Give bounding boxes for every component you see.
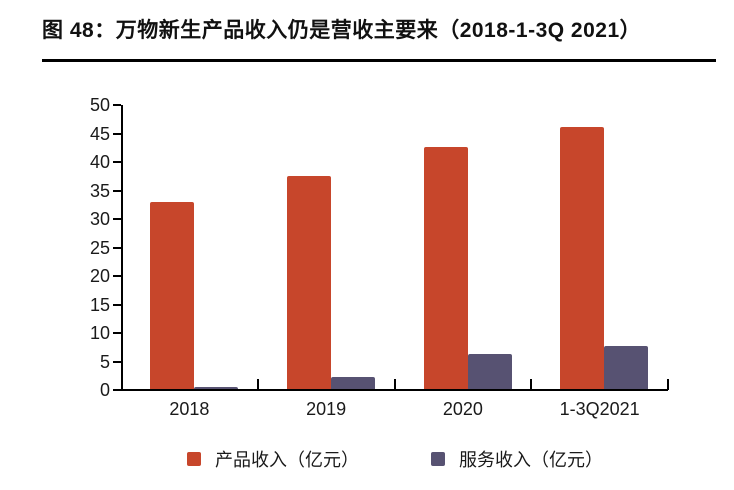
y-axis-tick-label: 25 [89, 237, 110, 258]
legend-swatch-product-revenue [187, 452, 201, 466]
service-revenue-bar-2019 [330, 377, 375, 390]
legend-label-service-revenue: 服务收入（亿元） [459, 450, 603, 470]
y-axis-tick [113, 218, 121, 220]
y-axis-tick [113, 332, 121, 334]
y-axis-tick [113, 275, 121, 277]
service-revenue-bar-1-3Q2021 [604, 345, 649, 390]
x-axis-label: 2019 [306, 399, 347, 419]
title-divider [42, 59, 716, 62]
figure-title: 图 48：万物新生产品收入仍是营收主要来（2018-1-3Q 2021） [42, 19, 642, 42]
x-axis-label: 2020 [442, 399, 483, 419]
service-revenue-bar-2018 [194, 387, 238, 390]
y-axis-tick-label: 10 [89, 323, 110, 343]
x-axis-tick [530, 379, 533, 390]
y-axis-tick-label: 0 [99, 380, 110, 400]
x-axis-tick [256, 379, 259, 390]
x-axis-tick [393, 379, 396, 390]
y-axis-tick-label: 50 [89, 95, 110, 115]
legend-entry-product-revenue: 产品收入（亿元） [187, 446, 359, 472]
y-axis-tick [113, 360, 121, 363]
y-axis-tick [113, 132, 121, 135]
y-axis-tick-label: 15 [89, 294, 110, 315]
y-axis-tick [113, 189, 121, 192]
x-axis-line [121, 389, 668, 391]
legend-swatch-service-revenue [431, 452, 445, 466]
chart-legend: 产品收入（亿元） 服务收入（亿元） [121, 446, 669, 472]
y-axis-tick [113, 246, 121, 249]
y-axis-tick-label: 40 [89, 152, 110, 172]
product-revenue-bar-2020 [423, 147, 468, 390]
y-axis-tick [113, 104, 121, 106]
y-axis-tick-label: 30 [89, 209, 110, 229]
y-axis-tick [113, 389, 121, 391]
x-axis-tick [667, 379, 669, 390]
y-axis-tick-label: 20 [89, 266, 110, 286]
y-axis-tick-label: 5 [99, 351, 110, 372]
y-axis-tick [113, 161, 121, 163]
x-axis-label: 1-3Q2021 [559, 399, 640, 419]
product-revenue-bar-1-3Q2021 [560, 127, 605, 390]
product-revenue-bar-2018 [150, 202, 194, 390]
y-axis-line [121, 105, 123, 391]
service-revenue-bar-2020 [467, 353, 512, 390]
y-axis-tick-label: 35 [89, 180, 110, 201]
y-axis-tick [113, 303, 121, 306]
x-axis-label: 2018 [169, 399, 210, 419]
legend-entry-service-revenue: 服务收入（亿元） [431, 446, 603, 472]
legend-label-product-revenue: 产品收入（亿元） [215, 450, 359, 470]
y-axis-tick-label: 45 [89, 123, 110, 144]
product-revenue-bar-2019 [286, 176, 331, 390]
